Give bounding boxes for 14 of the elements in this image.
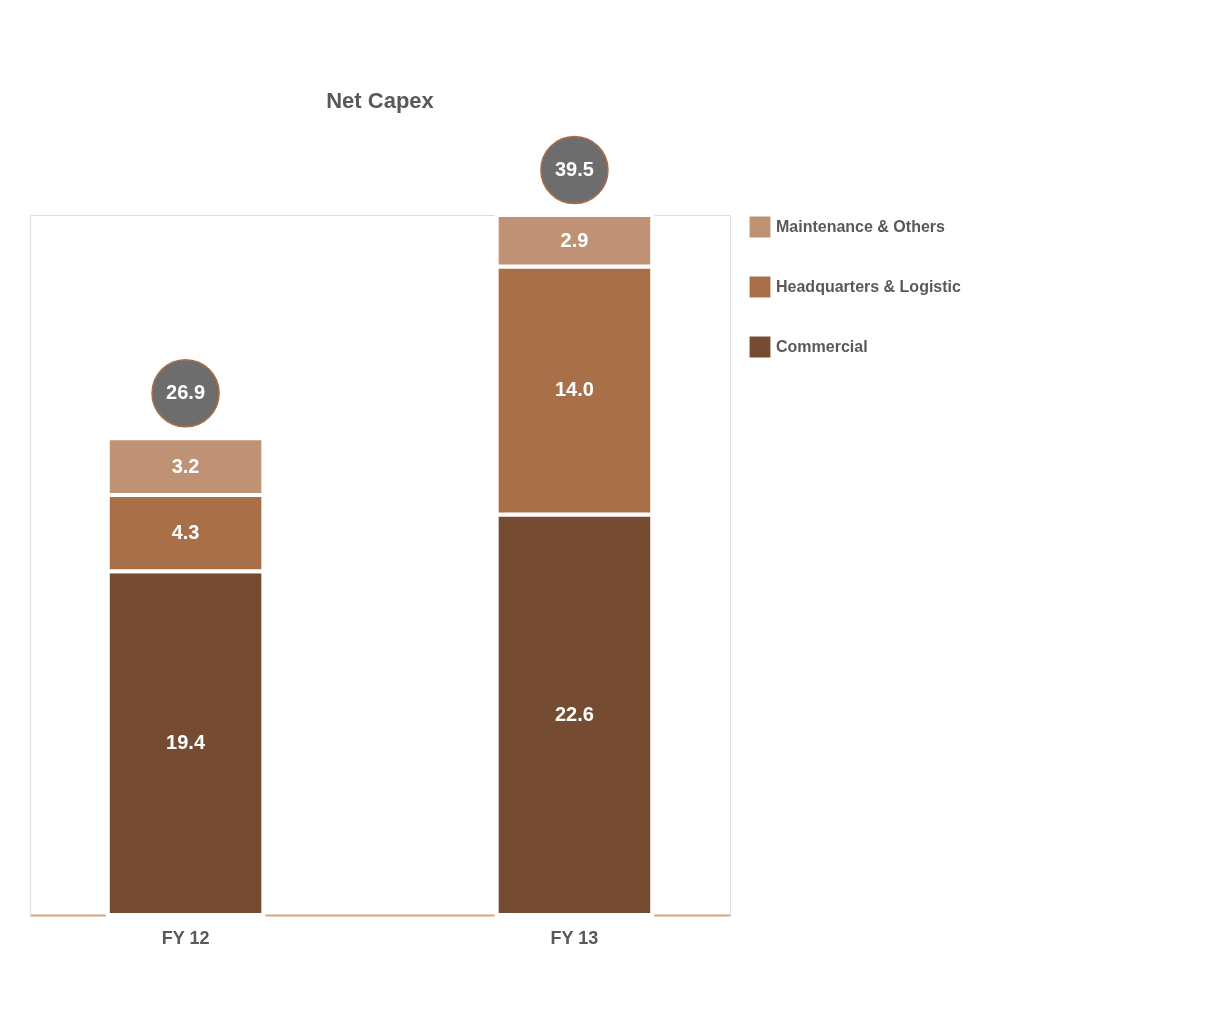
data-label: 14.0 xyxy=(554,378,594,401)
total-label: 39.5 xyxy=(554,158,594,180)
chart-title: Net Capex xyxy=(326,88,435,114)
data-label: 2.9 xyxy=(560,228,589,251)
legend-label: Maintenance & Others xyxy=(776,218,946,235)
data-label: 22.6 xyxy=(554,702,594,725)
total-label: 26.9 xyxy=(166,381,206,404)
data-label: 3.2 xyxy=(171,454,200,477)
x-tick-label: FY 13 xyxy=(550,927,599,948)
data-label: 4.3 xyxy=(171,521,200,544)
legend-label: Headquarters & Logistic xyxy=(776,278,962,295)
x-tick-label: FY 12 xyxy=(161,927,210,948)
legend-label: Commercial xyxy=(776,338,868,355)
data-label: 19.4 xyxy=(166,731,206,754)
